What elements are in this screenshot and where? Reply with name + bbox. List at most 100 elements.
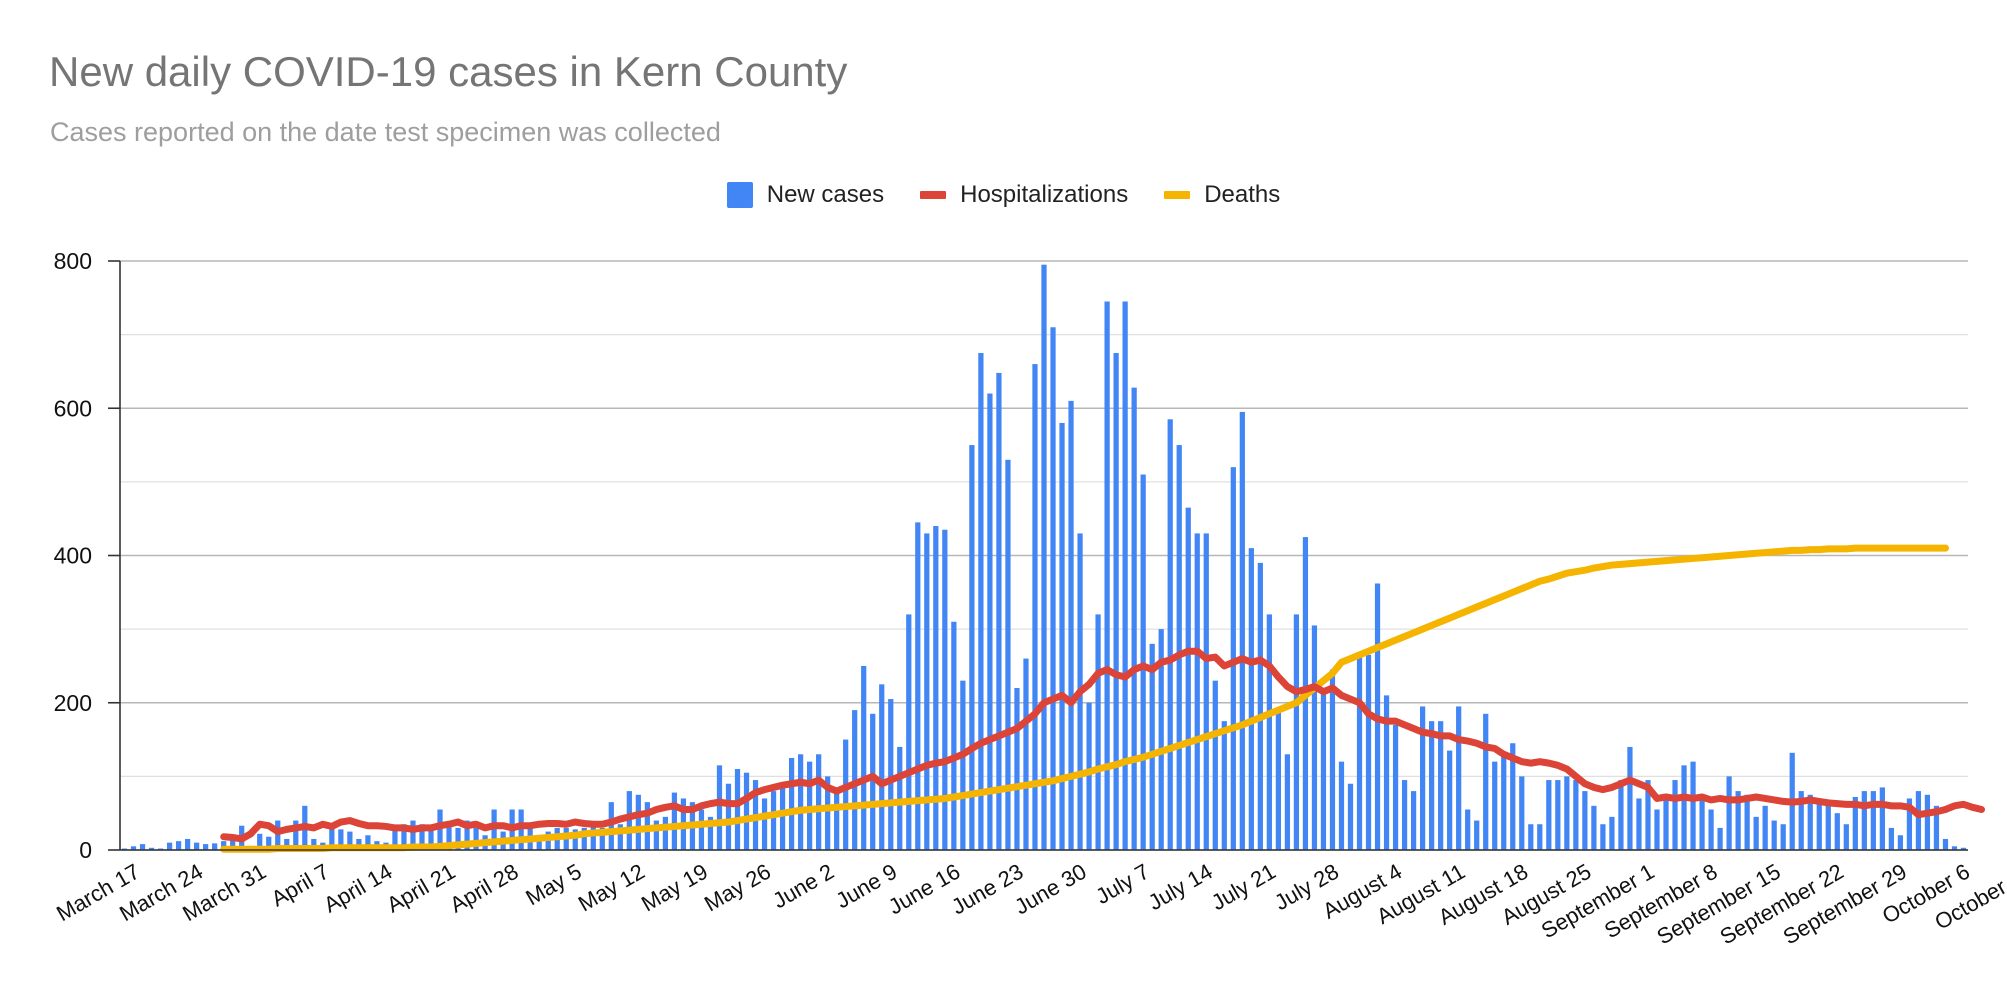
bar-new-cases [1879, 787, 1885, 850]
legend-item-hospitalizations[interactable]: Hospitalizations [920, 181, 1128, 209]
bar-new-cases [1095, 614, 1101, 850]
bar-new-cases [1888, 827, 1894, 850]
x-tick-label: April 21 [382, 859, 459, 918]
y-tick-label: 200 [54, 690, 92, 716]
bar-new-cases [266, 836, 272, 850]
bar-new-cases [1059, 422, 1065, 850]
bar-new-cases [987, 393, 993, 850]
bar-new-cases [906, 614, 912, 850]
bar-new-cases [437, 809, 443, 850]
line-deaths [220, 544, 1949, 853]
bar-new-cases [1474, 820, 1480, 850]
bar-new-cases [1239, 411, 1245, 850]
bar-new-cases [410, 820, 416, 850]
x-tick-label: July 7 [1091, 859, 1153, 909]
bar-new-cases [446, 824, 452, 850]
bar-new-cases [1537, 824, 1543, 850]
bar-new-cases [1167, 419, 1173, 850]
bar-new-cases [1519, 776, 1525, 850]
bar-new-cases [1897, 835, 1904, 850]
bar-new-cases [1924, 794, 1931, 850]
bar-new-cases [743, 772, 750, 850]
chart-title: New daily COVID-19 cases in Kern County [49, 48, 848, 95]
bar-new-cases [1546, 780, 1552, 850]
legend-item-new-cases[interactable]: New cases [726, 181, 884, 209]
bar-new-cases [779, 783, 786, 850]
bar-new-cases [626, 791, 632, 850]
bar-new-cases [419, 824, 425, 850]
bar-new-cases [473, 827, 479, 850]
bar-new-cases [1483, 713, 1489, 850]
bar-new-cases [338, 829, 344, 850]
bar-new-cases [518, 809, 524, 850]
bar-new-cases [1248, 548, 1254, 850]
bar-new-cases [1014, 688, 1020, 850]
bar-new-cases [203, 844, 209, 850]
bar-new-cases [428, 827, 434, 850]
bar-new-cases [1600, 824, 1606, 850]
bar-new-cases [951, 621, 957, 850]
bar-new-cases [1654, 809, 1660, 850]
x-tick-label: May 12 [574, 859, 649, 917]
bar-new-cases [1338, 761, 1345, 850]
bar-new-cases [1627, 746, 1633, 850]
bar-new-cases [1564, 776, 1570, 850]
bar-new-cases [825, 776, 831, 850]
bar-new-cases [572, 829, 578, 850]
bar-series-new-cases [121, 264, 1967, 850]
y-tick-label: 0 [79, 837, 92, 863]
bar-new-cases [1284, 754, 1291, 850]
bar-new-cases [1140, 474, 1146, 850]
bar-new-cases [311, 838, 317, 850]
bar-new-cases [221, 841, 227, 850]
bar-new-cases [139, 844, 146, 850]
bar-new-cases [1212, 680, 1218, 850]
bar-new-cases [1149, 643, 1155, 850]
bar-new-cases [879, 684, 885, 850]
bar-new-cases [662, 816, 668, 850]
bar-new-cases [725, 783, 732, 850]
bar-new-cases [1122, 301, 1128, 850]
bar-new-cases [392, 827, 398, 850]
line-hospitalizations [220, 647, 1986, 843]
bar-new-cases [834, 787, 840, 850]
bar-new-cases [1807, 794, 1813, 850]
bar-new-cases [1618, 780, 1624, 850]
bar-new-cases [194, 842, 200, 850]
bar-new-cases [1311, 625, 1318, 850]
x-tick-label: July 21 [1207, 859, 1280, 916]
bar-new-cases [1825, 802, 1831, 850]
bar-new-cases [1329, 669, 1336, 850]
bar-new-cases [284, 838, 290, 850]
bar-new-cases [1573, 780, 1579, 850]
legend-label-hospitalizations: Hospitalizations [960, 181, 1129, 208]
bar-new-cases [1771, 820, 1777, 850]
bar-new-cases [1158, 629, 1164, 850]
bar-new-cases [230, 835, 236, 850]
y-axis-ticks: 0 200 400 600 800 [54, 248, 120, 863]
bar-new-cases [888, 699, 894, 850]
legend-item-deaths[interactable]: Deaths [1164, 181, 1280, 209]
bar-new-cases [175, 841, 182, 850]
bar-new-cases [212, 843, 218, 850]
bar-new-cases [1492, 761, 1498, 850]
y-tick-label: 800 [54, 248, 92, 274]
bar-new-cases [1591, 805, 1597, 850]
bar-new-cases [1906, 798, 1913, 850]
bar-new-cases [1699, 798, 1705, 850]
bar-new-cases [1744, 794, 1750, 850]
x-tick-label: June 2 [768, 859, 838, 914]
bar-new-cases [1798, 791, 1804, 850]
bar-new-cases [797, 754, 804, 850]
bar-new-cases [1780, 824, 1786, 850]
bar-new-cases [257, 833, 263, 850]
bar-new-cases [1915, 791, 1922, 850]
bar-new-cases [1852, 796, 1858, 850]
bar-new-cases [1275, 710, 1281, 850]
bar-new-cases [1365, 654, 1372, 850]
bar-new-cases [1113, 353, 1119, 850]
bar-new-cases [698, 809, 705, 850]
bar-new-cases [1438, 721, 1444, 850]
bar-new-cases [148, 847, 155, 850]
